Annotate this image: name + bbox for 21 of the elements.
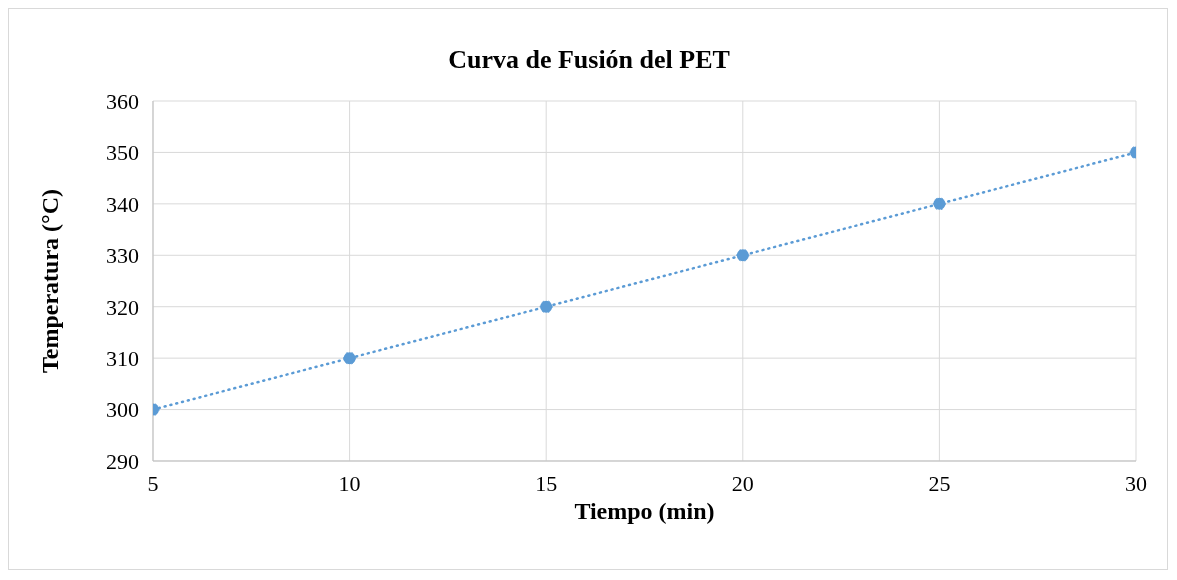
y-tick-label: 290	[106, 448, 139, 474]
x-tick-label: 10	[338, 470, 361, 496]
x-tick-label: 5	[147, 470, 159, 496]
y-tick-label: 300	[106, 397, 139, 423]
point	[736, 248, 750, 262]
y-tick-label: 350	[106, 140, 139, 166]
x-axis-title: Tiempo (min)	[574, 498, 715, 524]
chart-title: Curva de Fusión del PET	[447, 45, 731, 75]
y-tick-label: 360	[106, 88, 139, 114]
y-tick-label: 320	[106, 294, 139, 320]
x-tick-label: 25	[928, 470, 951, 496]
y-axis-title: Temperatura (°C)	[36, 188, 63, 374]
point	[932, 197, 946, 211]
x-tick-label: 20	[731, 470, 754, 496]
point	[539, 300, 553, 314]
y-tick-label: 330	[106, 243, 139, 269]
y-tick-label: 310	[106, 345, 139, 371]
x-tick-label: 15	[535, 470, 558, 496]
point	[343, 351, 357, 365]
y-tick-label: 340	[106, 191, 139, 217]
x-tick-label: 30	[1125, 470, 1147, 496]
